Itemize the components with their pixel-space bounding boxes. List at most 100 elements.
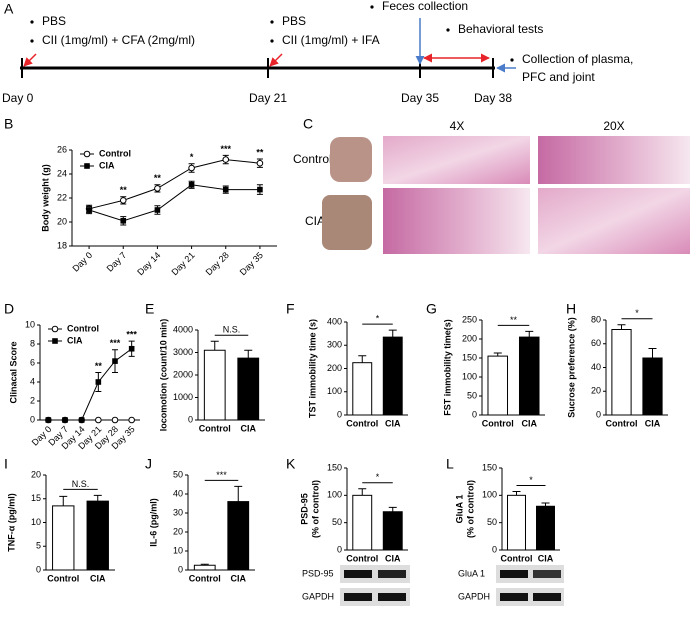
y-tick-label: 40 [173, 488, 183, 498]
x-tick-label: Control [346, 418, 378, 428]
marker [119, 197, 127, 204]
y-tick-label: 20 [173, 526, 183, 536]
marker [95, 379, 102, 385]
y-axis-label: Body weight (g) [40, 164, 50, 232]
error-bar [234, 485, 243, 502]
y-tick-label: 40 [591, 362, 601, 372]
panel-letter: J [145, 456, 152, 472]
histology-image [383, 136, 530, 184]
x-tick-label: Day 7 [105, 250, 129, 274]
y-tick-label: 200 [327, 363, 342, 373]
y-axis-label: FST immobility time(s) [442, 319, 452, 416]
paw-photo [330, 137, 372, 182]
blot-label: GluA 1 [458, 568, 485, 578]
error-bar [648, 348, 657, 358]
y-tick-label: 50 [487, 517, 497, 527]
y-tick-label: 22 [57, 192, 67, 202]
significance: * [635, 308, 639, 318]
blots: PSD-95 GAPDH GluA 1 GAPDH [302, 565, 564, 606]
blot-band [344, 593, 372, 601]
note: Feces collection [382, 0, 468, 13]
note: Collection of plasma, [522, 52, 633, 66]
y-axis-label: PSD-95 [299, 493, 309, 525]
marker [128, 416, 135, 424]
error-bar [59, 495, 68, 506]
significance: * [376, 314, 380, 324]
legend-label: CIA [99, 160, 115, 170]
x-tick-label: Control [606, 418, 638, 428]
error-bar [210, 340, 219, 351]
significance: * [190, 152, 194, 162]
y-tick-label: 4 [30, 376, 35, 386]
y-axis-label: TNF-α (pg/ml) [6, 493, 16, 552]
y-tick-label: 0 [178, 564, 183, 574]
y-tick-label: 2 [30, 395, 35, 405]
day-label: Day 0 [2, 91, 34, 105]
y-tick-label: 200 [462, 333, 477, 343]
significance: ** [256, 147, 264, 157]
day-label: Day 35 [401, 91, 439, 105]
y-tick-label: 0 [596, 409, 601, 419]
blot-band [533, 593, 561, 601]
panel-letter: F [286, 301, 295, 317]
marker [78, 417, 85, 423]
y-tick-label: 250 [462, 314, 477, 324]
blot-label: GAPDH [302, 591, 334, 601]
y-tick-label: 0 [337, 409, 342, 419]
bar [518, 336, 540, 416]
x-tick-label: Day 14 [135, 250, 162, 277]
x-tick-label: Control [189, 573, 221, 583]
panel-letter: D [4, 301, 14, 317]
y-tick-label: 50 [467, 390, 477, 400]
y-tick-label: 20 [57, 216, 67, 226]
y-tick-label: 10 [25, 319, 35, 329]
blot-strip [340, 588, 410, 606]
marker [86, 207, 92, 213]
bar [382, 511, 403, 551]
x-tick-label: Control [199, 423, 231, 433]
note: PFC and joint [522, 70, 595, 84]
significance: ** [95, 361, 103, 371]
marker [222, 156, 230, 163]
significance: N.S. [72, 479, 90, 489]
y-tick-label: 24 [57, 168, 67, 178]
x-tick-label: Day 35 [238, 250, 265, 277]
bullet [510, 58, 514, 62]
bar [52, 505, 75, 571]
error-bar [525, 330, 534, 338]
paw-photo [322, 195, 372, 250]
y-tick-label: 100 [462, 371, 477, 381]
bar [536, 505, 555, 551]
bar [642, 357, 663, 416]
y-tick-label: 150 [462, 352, 477, 362]
note: CII (1mg/ml) + IFA [282, 33, 380, 47]
y-tick-label: 8 [30, 338, 35, 348]
y-tick-label: 150 [327, 462, 342, 472]
error-bar [358, 488, 367, 496]
y-tick-label: 4000 [173, 324, 193, 334]
marker [120, 218, 127, 224]
y-tick-label: 0 [472, 409, 477, 419]
y-tick-label: 50 [332, 517, 342, 527]
significance: ** [154, 173, 162, 183]
bar [237, 357, 260, 421]
marker [188, 164, 195, 172]
note: Behavioral tests [458, 22, 543, 36]
blot-band [500, 593, 528, 601]
marker [257, 186, 263, 193]
day-label: Day 21 [249, 91, 287, 105]
x-tick-label: CIA [538, 553, 554, 563]
y-tick-label: 20 [591, 386, 601, 396]
blot-strip [340, 565, 410, 583]
y-tick-label: 0 [337, 544, 342, 554]
y-tick-label: 300 [327, 340, 342, 350]
timeline: A PBS CII (1mg/ml) + CFA (2mg/ml) PBS CI… [2, 0, 633, 105]
y-tick-label: 20 [31, 469, 41, 479]
y-tick-label: 3000 [173, 347, 193, 357]
y-tick-label: 18 [57, 240, 67, 250]
y-axis-label: Sucrose preference (%) [566, 317, 576, 418]
y-axis-label: locomotion (count/10 min) [158, 319, 168, 432]
y-tick-label: 6 [30, 357, 35, 367]
y-tick-label: 100 [327, 490, 342, 500]
panel-letter: A [4, 1, 14, 17]
